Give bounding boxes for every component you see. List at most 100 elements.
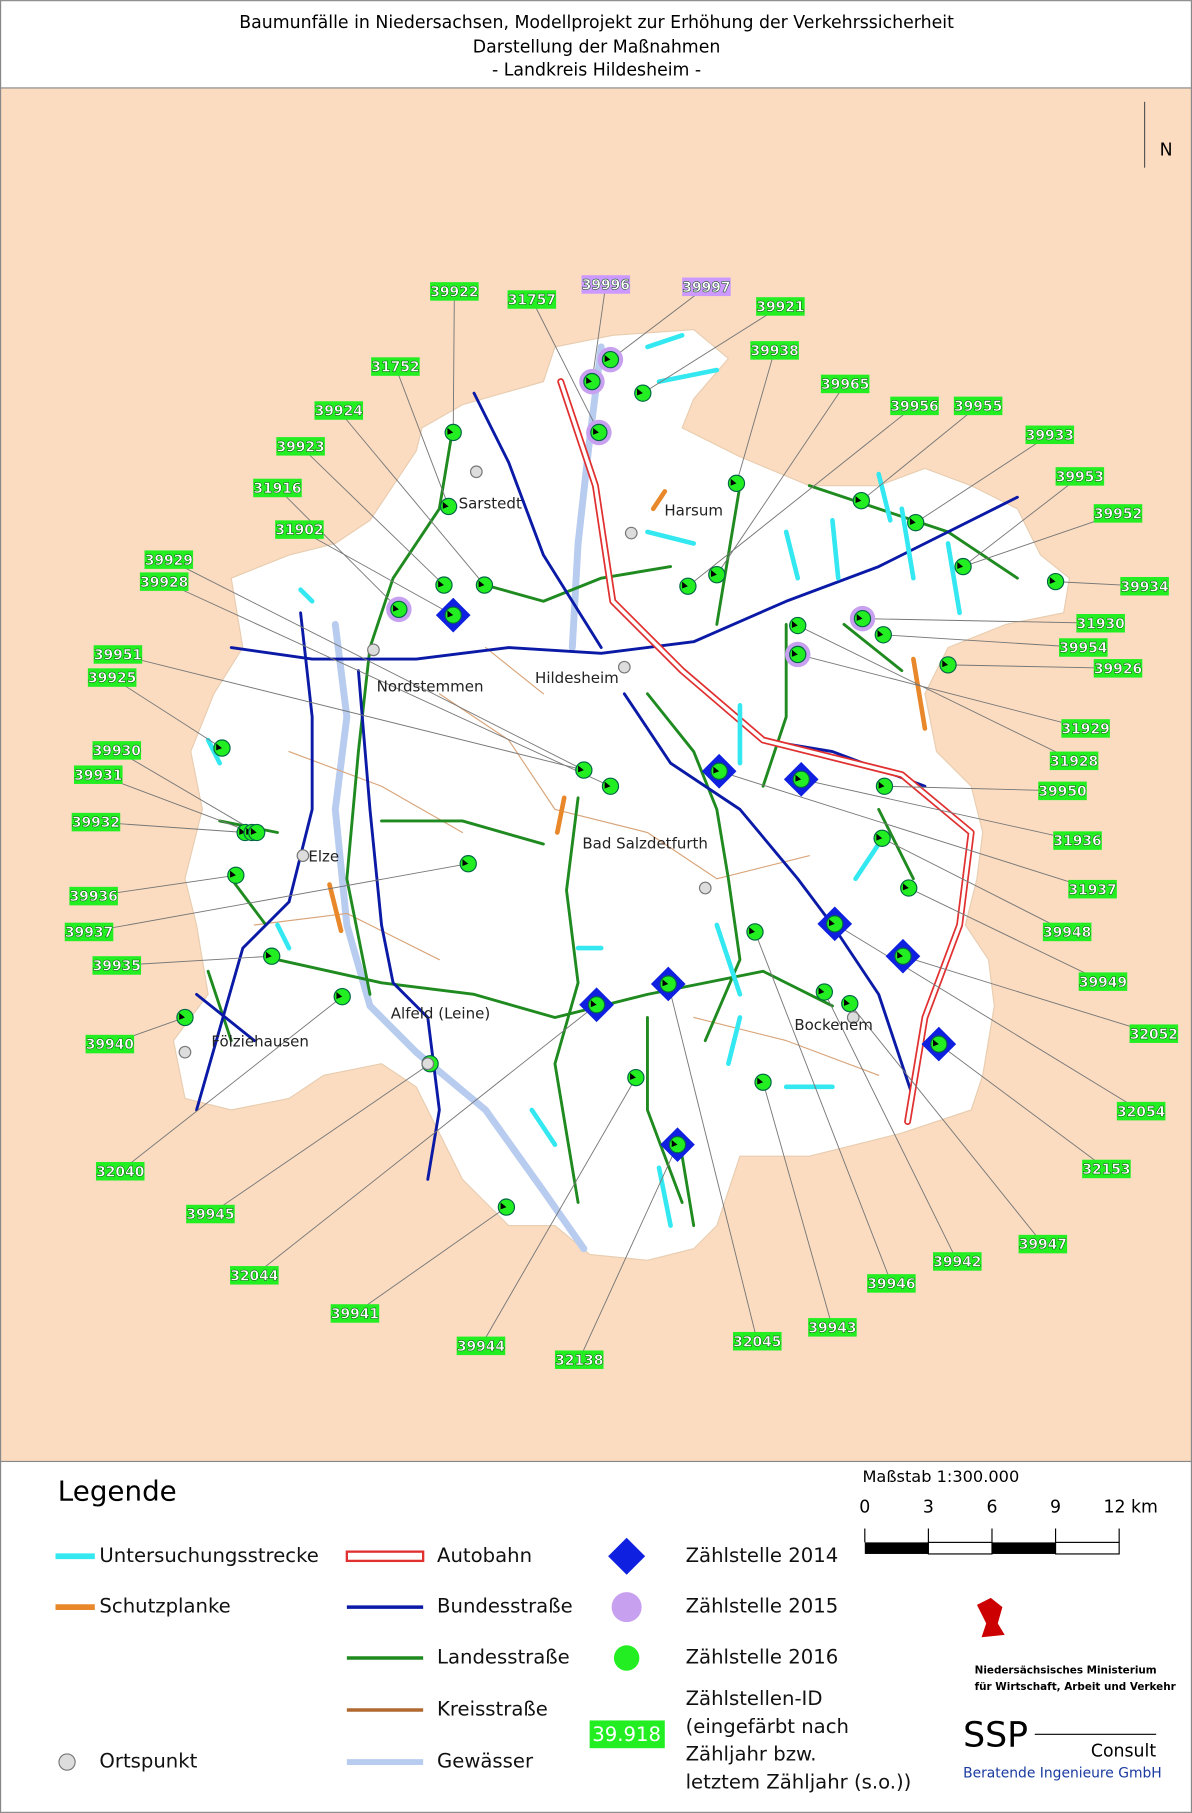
leader-line: [116, 955, 272, 966]
id-box: [953, 396, 1003, 416]
id-box: [330, 1304, 380, 1323]
leader-line: [480, 1077, 637, 1347]
id-box: [69, 886, 118, 906]
scale-tick-label: 3: [923, 1498, 934, 1518]
direction: [604, 781, 611, 789]
id-box: [1082, 1159, 1131, 1179]
direction: [942, 660, 949, 668]
id-label: 39933: [1026, 428, 1074, 444]
legend-item: Gewässer: [437, 1750, 534, 1773]
id-label: 39928: [140, 575, 188, 591]
leader-line: [300, 446, 445, 586]
id-box: [85, 1034, 135, 1054]
legend-text: Zählstellen-ID: [686, 1687, 823, 1710]
leader-line: [277, 487, 400, 610]
id-box: [756, 297, 805, 316]
leader-line: [578, 1144, 678, 1360]
id-label: 39944: [457, 1339, 505, 1355]
leader-line: [168, 559, 585, 771]
scale-bar: [991, 1542, 1056, 1554]
leader-line: [119, 996, 343, 1172]
leader-line: [754, 931, 892, 1284]
id-label: 39951: [94, 648, 142, 664]
town-name: Harsum: [664, 502, 723, 520]
direction: [438, 580, 444, 588]
leader-line: [610, 286, 707, 361]
scale-bar: [927, 1541, 993, 1555]
leader-line: [254, 1004, 597, 1276]
untersuchungsstrecke: [205, 333, 962, 1228]
direction: [902, 883, 909, 891]
id-label: 39946: [867, 1277, 915, 1293]
ortspunkt: [367, 643, 380, 657]
leader-line: [354, 1206, 507, 1314]
direction: [909, 518, 916, 525]
id-label: 32044: [230, 1268, 278, 1284]
id-label: 32138: [555, 1353, 603, 1369]
direction: [1049, 576, 1056, 584]
id-label: 39945: [186, 1207, 234, 1223]
direction: [637, 388, 643, 396]
direction: [604, 355, 611, 362]
direction: [856, 613, 863, 621]
legend-text: (eingefärbt nach: [686, 1715, 849, 1738]
zaehlstelle-2016: [668, 1135, 687, 1154]
id-label: 32054: [1117, 1104, 1165, 1120]
id-box: [581, 275, 631, 294]
leader-line: [338, 410, 485, 586]
id-label: 39997: [682, 280, 730, 296]
swatch: [345, 1550, 425, 1563]
title: Darstellung der Maßnahmen: [473, 37, 721, 57]
leader-line: [736, 350, 776, 484]
id-box: [1093, 659, 1143, 678]
id-label: 31936: [1053, 834, 1101, 850]
direction: [711, 570, 717, 577]
zaehlstelle-2016: [679, 577, 697, 595]
id-box: [1025, 425, 1075, 445]
direction: [671, 1140, 678, 1147]
autobahn-inner: [559, 379, 973, 1124]
direction: [828, 919, 835, 927]
title: - Landkreis Hildesheim -: [492, 61, 701, 81]
direction: [593, 427, 599, 435]
direction: [230, 870, 236, 878]
town-name: Hildesheim: [535, 669, 619, 687]
id-box: [820, 374, 870, 394]
scale-bar: [864, 1542, 929, 1554]
id-box: [1042, 922, 1092, 942]
leader-line: [667, 983, 758, 1342]
id-box: [139, 572, 189, 591]
leader-line: [883, 634, 1084, 648]
id-box: [64, 922, 114, 942]
leader-line: [687, 405, 915, 587]
town-name: Bockenem: [794, 1016, 873, 1034]
direction: [478, 580, 485, 588]
scale-tick-label: 0: [859, 1498, 870, 1518]
leader-line: [642, 306, 781, 394]
town-name: Nordstemmen: [377, 677, 484, 695]
id-label: 39940: [86, 1037, 134, 1053]
leader-line: [210, 1063, 431, 1215]
legend-item: Zählstelle 2016: [686, 1646, 839, 1669]
zaehlstelle-2016: [907, 513, 925, 532]
zaehlstelle-2016: [247, 823, 266, 842]
legend-text: Zähljahr bzw.: [686, 1743, 817, 1766]
id-label: 39942: [933, 1255, 981, 1271]
id-box: [93, 645, 143, 664]
id-label: 39965: [821, 377, 869, 393]
id-label: 31916: [253, 481, 301, 497]
direction: [179, 1012, 185, 1020]
leader-line: [116, 750, 257, 833]
id-box: [144, 550, 194, 569]
town-name: Alfeld (Leine): [391, 1005, 490, 1023]
id-box: [73, 765, 123, 784]
id-box: [430, 282, 479, 301]
id-box: [733, 1331, 782, 1351]
id-box: [1055, 467, 1105, 486]
leader-line: [111, 677, 223, 749]
direction: [590, 1000, 597, 1008]
id-label: 39921: [756, 300, 804, 316]
legend-item: Schutzplanke: [99, 1595, 230, 1618]
id-box: [1120, 576, 1169, 596]
direction: [843, 998, 850, 1006]
